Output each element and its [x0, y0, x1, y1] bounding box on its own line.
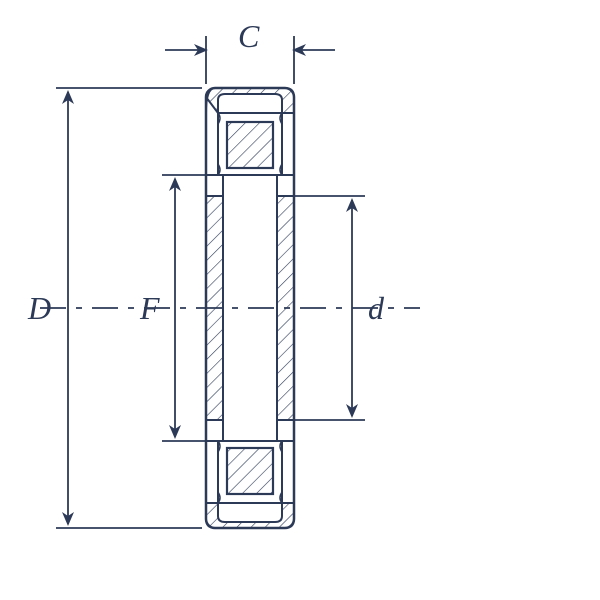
label-d-bore: d: [368, 290, 384, 327]
bearing-diagram: [0, 0, 600, 600]
roller-lower: [218, 441, 282, 503]
label-d-outer: D: [28, 290, 51, 327]
outer-ring-hatch-bottom: [206, 503, 294, 528]
roller-upper: [218, 113, 282, 175]
label-c: C: [238, 18, 259, 55]
label-f: F: [140, 290, 160, 327]
outer-ring-hatch-top: [206, 88, 294, 113]
